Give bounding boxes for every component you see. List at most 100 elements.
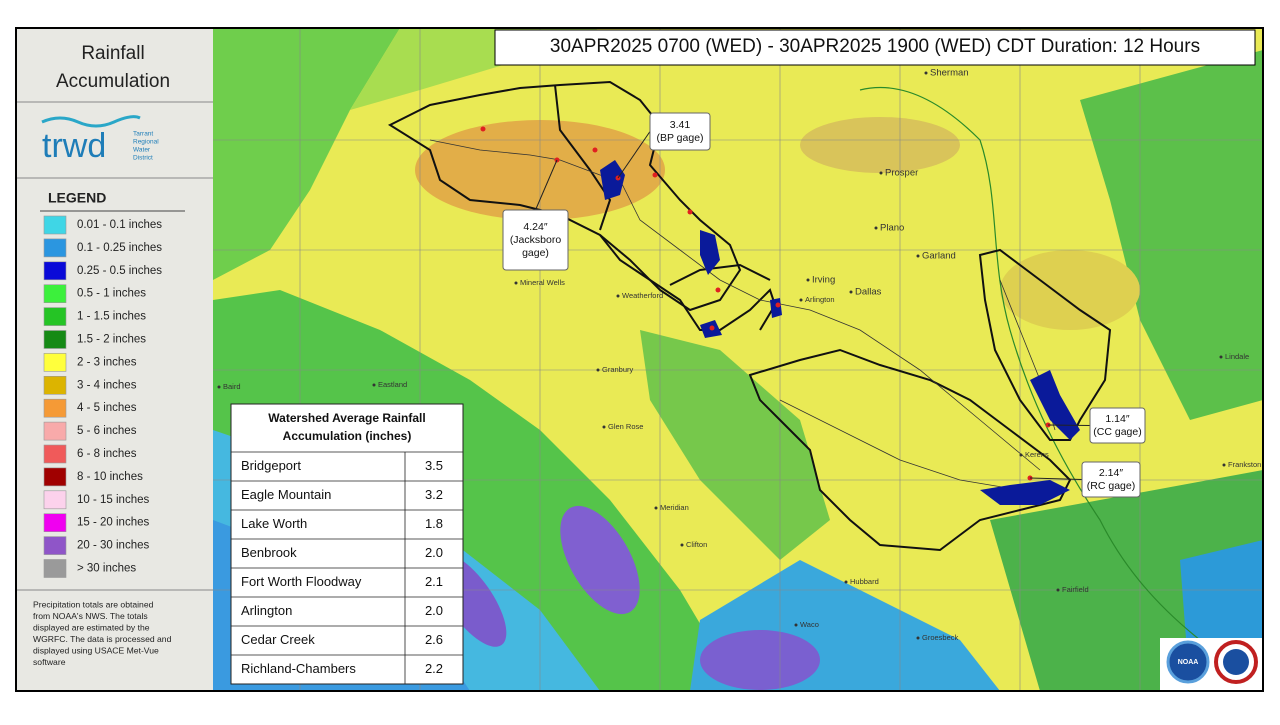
rain-area xyxy=(1000,250,1140,330)
rain-area xyxy=(640,330,830,560)
footnote-line: from NOAA's NWS. The totals xyxy=(33,611,148,621)
legend-swatch xyxy=(43,421,67,441)
place-dot xyxy=(849,290,853,294)
rain-area xyxy=(800,117,960,173)
legend-swatch xyxy=(43,444,67,464)
logo-org: Tarrant xyxy=(133,131,153,138)
legend-swatch xyxy=(43,284,67,304)
legend-swatch xyxy=(43,513,67,533)
table-cell: 3.2 xyxy=(425,487,443,502)
callout-pointer xyxy=(1047,424,1091,426)
place-label: Sherman xyxy=(930,68,969,79)
basin-boundary xyxy=(859,86,1201,641)
place-dot xyxy=(794,623,798,627)
legend-label: 0.1 - 0.25 inches xyxy=(77,242,162,254)
place-label: Arlington xyxy=(805,295,835,304)
place-label: Prosper xyxy=(885,168,918,179)
place-label: Hubbard xyxy=(850,577,879,586)
rain-area xyxy=(560,505,640,615)
legend-label: 6 - 8 inches xyxy=(77,448,137,460)
footnote-line: WGRFC. The data is processed and xyxy=(33,634,172,644)
legend-swatch xyxy=(43,330,67,349)
place-dot xyxy=(879,171,883,175)
place-dot xyxy=(1056,588,1060,592)
place-dot xyxy=(602,425,606,429)
place-label: Irving xyxy=(812,275,835,286)
callout-text: (BP gage) xyxy=(656,132,703,144)
table-cell: 2.1 xyxy=(425,574,443,589)
logo-mark: trwd xyxy=(42,127,106,165)
legend-label: 4 - 5 inches xyxy=(77,402,137,414)
table-cell: Cedar Creek xyxy=(241,632,315,647)
callout-text: gage) xyxy=(522,247,549,259)
place-label: Weatherford xyxy=(622,291,663,300)
callout-text: 1.14″ xyxy=(1105,413,1129,425)
place-label: Baird xyxy=(223,382,241,391)
callout-pointer xyxy=(535,159,558,211)
logo-wave xyxy=(41,115,141,128)
legend-label: 1.5 - 2 inches xyxy=(77,334,146,346)
nws-logo-inner xyxy=(1223,649,1249,675)
rain-area xyxy=(1080,50,1263,420)
legend-label: > 30 inches xyxy=(77,563,136,575)
place-dot xyxy=(916,254,920,258)
place-label: Meridian xyxy=(660,503,689,512)
map-title: 30APR2025 0700 (WED) - 30APR2025 1900 (W… xyxy=(550,36,1200,57)
legend-swatch xyxy=(43,490,67,510)
place-label: Mineral Wells xyxy=(520,278,565,287)
place-label: Fairfield xyxy=(1062,585,1089,594)
callout-box xyxy=(1081,461,1141,498)
place-dot xyxy=(1219,355,1223,359)
callout-pointer xyxy=(617,131,651,179)
place-dot xyxy=(596,368,600,372)
legend-label: 15 - 20 inches xyxy=(77,517,149,529)
table-cell: 2.6 xyxy=(425,632,443,647)
legend-label: 5 - 6 inches xyxy=(77,425,137,437)
legend-swatch xyxy=(43,398,67,418)
place-dot xyxy=(799,298,803,302)
place-dot xyxy=(680,543,684,547)
place-label: Granbury xyxy=(602,365,634,374)
legend: 0.01 - 0.1 inches 0.1 - 0.25 inches 0.25 -… xyxy=(43,215,162,578)
legend-swatch xyxy=(43,353,67,372)
legend-label: 10 - 15 inches xyxy=(77,494,149,506)
table-cell: Benbrook xyxy=(241,545,297,560)
watershed-table: Watershed Average Rainfall Accumulation (… xyxy=(230,403,464,685)
county-lines xyxy=(213,28,1263,691)
footnote-line: displayed are estimated by the xyxy=(33,622,150,632)
legend-swatch xyxy=(43,536,67,555)
place-dot xyxy=(372,383,376,387)
legend-swatch xyxy=(43,307,67,326)
callout-text: (RC gage) xyxy=(1087,480,1135,492)
legend-label: 0.5 - 1 inches xyxy=(77,288,146,300)
logo-org: Water xyxy=(133,147,151,154)
legend-swatch xyxy=(43,467,67,487)
logo-org: Regional xyxy=(133,139,159,146)
place-dot xyxy=(514,281,518,285)
place-label: Frankston xyxy=(1228,460,1261,469)
callout-text: 3.41 xyxy=(670,119,691,131)
place-dot xyxy=(1222,463,1226,467)
legend-label: 0.01 - 0.1 inches xyxy=(77,219,162,231)
place-dot xyxy=(916,636,920,640)
callout-text: 4.24″ xyxy=(523,221,547,233)
legend-label: 8 - 10 inches xyxy=(77,471,143,483)
table-cell: Lake Worth xyxy=(241,516,307,531)
callout-box xyxy=(1089,407,1146,444)
lakes xyxy=(600,160,1080,505)
sidebar-title: Accumulation xyxy=(56,71,170,92)
legend-label: 1 - 1.5 inches xyxy=(77,311,146,323)
table-cell: Bridgeport xyxy=(241,458,301,473)
place-label: Plano xyxy=(880,223,904,234)
legend-label: 0.25 - 0.5 inches xyxy=(77,265,162,277)
callout-text: (Jacksboro xyxy=(510,234,562,246)
place-label: Eastland xyxy=(378,380,407,389)
place-label: Groesbeck xyxy=(922,633,959,642)
table-cell: Richland-Chambers xyxy=(241,661,356,676)
title-box xyxy=(494,29,1256,66)
table-cell: 2.2 xyxy=(425,661,443,676)
place-label: Lindale xyxy=(1225,352,1249,361)
place-dot xyxy=(874,226,878,230)
legend-title: LEGEND xyxy=(48,190,106,206)
